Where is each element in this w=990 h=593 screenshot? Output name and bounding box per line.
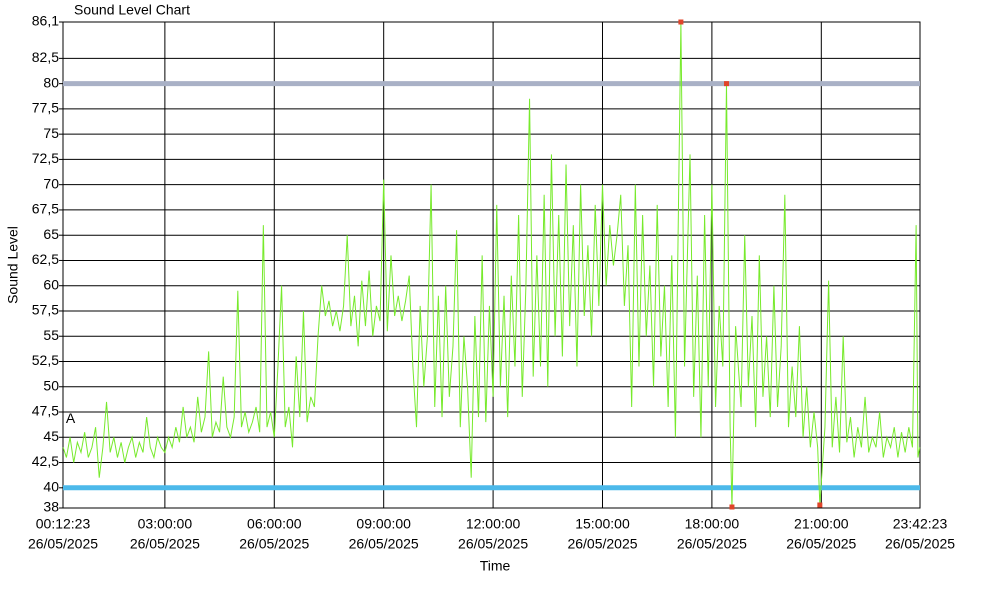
y-tick-label: 62,5 — [32, 251, 59, 267]
x-tick-label: 00:12:23 — [36, 516, 91, 532]
y-tick-label: 57,5 — [32, 302, 59, 318]
x-tick-date: 26/05/2025 — [885, 536, 955, 552]
x-tick-date: 26/05/2025 — [28, 536, 98, 552]
extreme-marker — [729, 504, 735, 510]
x-tick-label: 23:42:23 — [893, 516, 948, 532]
x-tick-date: 26/05/2025 — [458, 536, 528, 552]
x-tick-label: 12:00:00 — [466, 516, 521, 532]
extreme-marker — [723, 81, 729, 87]
y-tick-label: 86,1 — [32, 13, 59, 29]
y-tick-label: 42,5 — [32, 453, 59, 469]
x-tick-label: 18:00:00 — [685, 516, 740, 532]
y-tick-label: 52,5 — [32, 352, 59, 368]
x-tick-label: 21:00:00 — [794, 516, 849, 532]
chart-title: Sound Level Chart — [74, 2, 190, 18]
x-tick-date: 26/05/2025 — [786, 536, 856, 552]
plot-area — [62, 21, 921, 509]
y-tick-label: 38 — [43, 499, 59, 515]
extreme-marker — [678, 19, 684, 25]
x-tick-label: 03:00:00 — [138, 516, 193, 532]
series-line — [62, 21, 921, 508]
y-tick-label: 65 — [43, 226, 59, 242]
x-tick-date: 26/05/2025 — [239, 536, 309, 552]
x-tick-date: 26/05/2025 — [677, 536, 747, 552]
x-tick-date: 26/05/2025 — [567, 536, 637, 552]
extreme-marker — [817, 502, 823, 508]
x-tick-label: 06:00:00 — [247, 516, 302, 532]
y-tick-label: 47,5 — [32, 403, 59, 419]
y-tick-label: 67,5 — [32, 201, 59, 217]
y-tick-label: 50 — [43, 377, 59, 393]
y-tick-label: 77,5 — [32, 100, 59, 116]
y-tick-label: 82,5 — [32, 49, 59, 65]
y-tick-label: 80 — [43, 74, 59, 90]
x-axis-label: Time — [480, 558, 511, 574]
y-tick-label: 72,5 — [32, 150, 59, 166]
y-tick-label: 55 — [43, 327, 59, 343]
y-tick-label: 75 — [43, 125, 59, 141]
y-tick-label: 60 — [43, 276, 59, 292]
annotation: A — [66, 410, 76, 426]
x-tick-label: 09:00:00 — [356, 516, 411, 532]
y-tick-label: 70 — [43, 175, 59, 191]
x-tick-label: 15:00:00 — [575, 516, 630, 532]
y-tick-label: 40 — [43, 478, 59, 494]
x-tick-date: 26/05/2025 — [349, 536, 419, 552]
y-axis-label: Sound Level — [5, 226, 21, 304]
y-tick-label: 45 — [43, 428, 59, 444]
x-tick-date: 26/05/2025 — [130, 536, 200, 552]
